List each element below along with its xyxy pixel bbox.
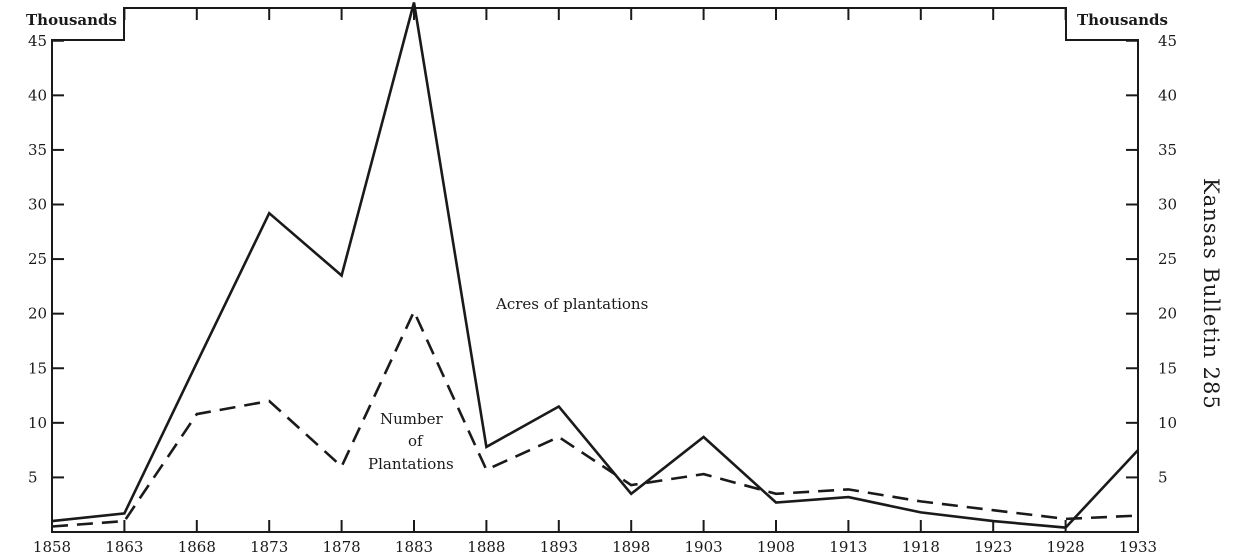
x-tick-label: 1858	[33, 538, 71, 556]
number-of-plantations-line	[51, 308, 1139, 528]
x-tick-label: 1913	[829, 538, 867, 556]
running-head: Kansas Bulletin 285	[1199, 178, 1223, 410]
y-tick-label-left: 5	[28, 468, 38, 486]
chart-frame	[51, 7, 1139, 533]
plot-frame	[51, 7, 1139, 533]
x-tick-label: 1933	[1119, 538, 1157, 556]
y-tick-label-right: 45	[1158, 32, 1177, 50]
right-axis-unit-label: Thousands	[1077, 11, 1168, 29]
x-tick-label: 1918	[902, 538, 940, 556]
y-tick-label-left: 15	[28, 359, 47, 377]
y-tick-label-right: 30	[1158, 196, 1177, 214]
x-tick-label: 1908	[757, 538, 795, 556]
y-axis-left: 5 10 15 20 25 30 35 40 45	[28, 32, 64, 486]
x-tick-label: 1893	[540, 538, 578, 556]
x-tick-label: 1863	[105, 538, 143, 556]
x-tick-label: 1928	[1047, 538, 1085, 556]
number-series-label-line3: Plantations	[368, 455, 454, 473]
x-tick-label: 1888	[467, 538, 505, 556]
x-tick-label: 1883	[395, 538, 433, 556]
y-axis-right: 5 10 15 20 25 30 35 40 45	[1126, 32, 1177, 486]
y-tick-label-right: 25	[1158, 250, 1177, 268]
y-tick-label-left: 25	[28, 250, 47, 268]
y-tick-label-left: 40	[28, 86, 47, 104]
acres-of-plantations-line	[51, 2, 1139, 529]
y-tick-label-right: 5	[1158, 468, 1168, 486]
left-axis-unit-label: Thousands	[26, 11, 117, 29]
top-ticks	[51, 8, 1139, 52]
y-tick-label-left: 30	[28, 196, 47, 214]
y-tick-label-left: 35	[28, 141, 47, 159]
y-tick-label-right: 15	[1158, 359, 1177, 377]
y-tick-label-right: 10	[1158, 414, 1177, 432]
y-tick-label-right: 40	[1158, 86, 1177, 104]
x-tick-label: 1873	[250, 538, 288, 556]
x-tick-label: 1878	[323, 538, 361, 556]
x-tick-label: 1903	[685, 538, 723, 556]
y-tick-label-left: 10	[28, 414, 47, 432]
series-layer	[51, 2, 1139, 529]
acres-series-label: Acres of plantations	[495, 295, 648, 313]
x-tick-label: 1923	[974, 538, 1012, 556]
x-axis: 1858 1863 1868 1873 1878 1883 1888 1893 1898 1903…	[33, 520, 1157, 556]
y-tick-label-left: 45	[28, 32, 47, 50]
y-tick-label-left: 20	[28, 305, 47, 323]
x-tick-label: 1868	[178, 538, 216, 556]
number-series-label-line1: Number	[380, 410, 443, 428]
x-tick-label: 1898	[612, 538, 650, 556]
number-series-label-line2: of	[408, 432, 424, 450]
y-tick-label-right: 35	[1158, 141, 1177, 159]
y-tick-label-right: 20	[1158, 305, 1177, 323]
